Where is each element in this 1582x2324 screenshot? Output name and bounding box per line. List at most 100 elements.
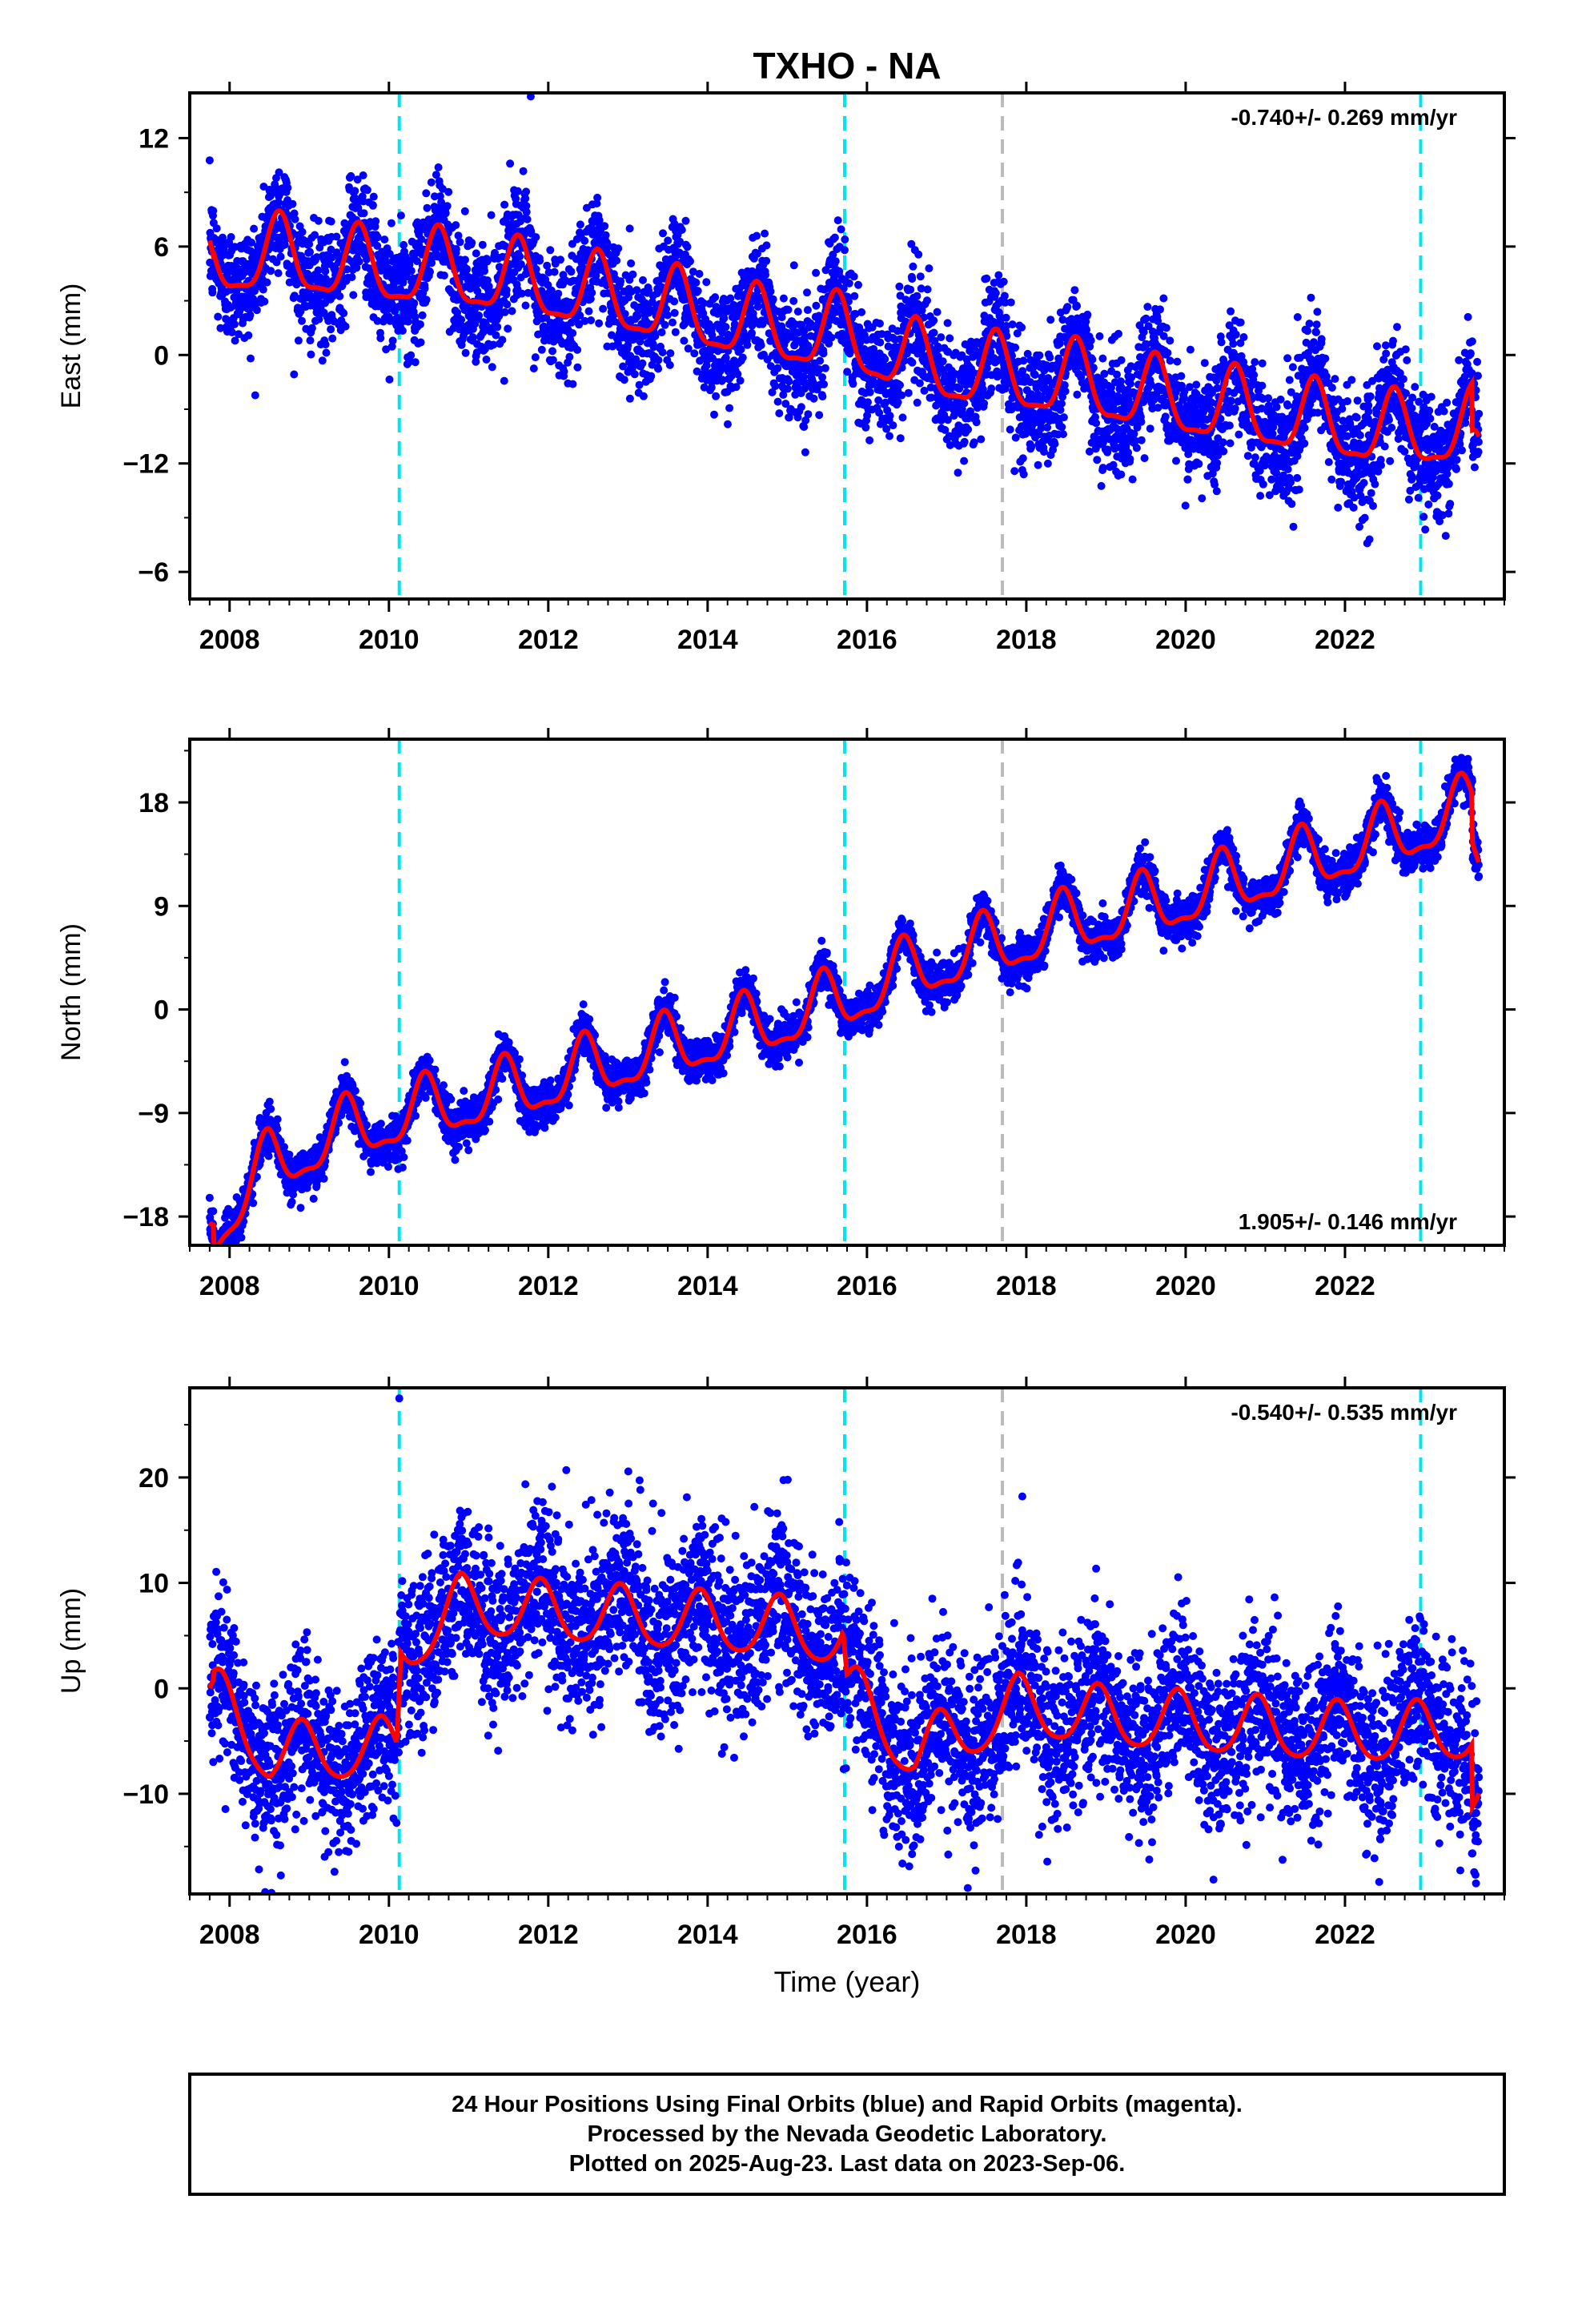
east-point	[1219, 447, 1228, 456]
east-point	[1019, 356, 1028, 365]
east-point	[312, 253, 321, 262]
east-point	[943, 416, 952, 424]
east-point	[1217, 338, 1226, 347]
east-point	[1093, 456, 1102, 464]
east-point	[821, 364, 829, 372]
east-point	[260, 297, 269, 306]
east-point	[865, 388, 874, 396]
east-point	[658, 348, 667, 356]
east-point	[1374, 467, 1383, 476]
east-point	[625, 224, 634, 233]
east-point	[665, 360, 674, 369]
east-point	[504, 324, 512, 333]
east-point	[335, 292, 344, 300]
east-point	[1059, 413, 1068, 422]
east-point	[1002, 322, 1010, 330]
east-point	[584, 307, 593, 316]
east-point	[777, 313, 786, 322]
east-point	[860, 345, 869, 353]
east-point	[314, 266, 323, 275]
east-point	[1334, 503, 1343, 512]
east-point	[1126, 455, 1134, 464]
east-point	[1321, 354, 1330, 363]
east-point	[380, 235, 389, 244]
east-point	[812, 301, 821, 310]
east-point	[1208, 469, 1217, 478]
east-point	[793, 413, 802, 422]
east-point	[343, 265, 351, 274]
east-point	[885, 432, 893, 440]
east-point	[1140, 454, 1149, 463]
east-point	[638, 359, 647, 368]
east-point	[711, 293, 720, 302]
east-point	[743, 340, 752, 349]
east-point	[917, 306, 926, 315]
east-point	[1272, 403, 1281, 412]
east-point	[1103, 445, 1112, 454]
east-point	[480, 267, 489, 275]
east-point	[721, 323, 730, 332]
east-point	[843, 368, 852, 376]
east-point	[1137, 417, 1146, 426]
east-point	[522, 187, 531, 196]
east-point	[1279, 471, 1287, 480]
east-point	[923, 285, 932, 294]
east-point	[294, 336, 303, 345]
east-point	[214, 312, 223, 321]
east-point	[1002, 313, 1010, 322]
east-point	[1225, 421, 1234, 430]
east-point	[461, 348, 470, 357]
east-point	[456, 238, 464, 247]
east-point	[468, 333, 477, 342]
east-point	[1088, 355, 1097, 364]
east-point	[681, 216, 690, 225]
east-point	[649, 343, 658, 352]
east-point	[548, 347, 556, 356]
east-point	[829, 251, 837, 259]
east-point	[399, 278, 408, 287]
east-point	[726, 294, 735, 303]
east-point	[785, 377, 793, 386]
east-point	[779, 294, 788, 303]
east-point	[212, 224, 221, 233]
east-point	[799, 372, 808, 381]
east-point	[1257, 404, 1266, 413]
east-point	[793, 308, 802, 316]
east-point	[925, 264, 934, 273]
east-point	[1061, 387, 1070, 396]
east-point	[532, 233, 540, 242]
east-point	[1010, 467, 1019, 476]
east-point	[1139, 328, 1148, 336]
east-point	[1356, 492, 1365, 500]
east-point	[314, 216, 323, 225]
east-point	[272, 258, 281, 267]
east-point	[427, 178, 436, 187]
east-point	[1349, 503, 1358, 512]
east-point	[1377, 461, 1385, 469]
east-point	[670, 297, 679, 306]
east-point	[766, 362, 775, 371]
east-point	[489, 340, 498, 349]
east-point	[1086, 342, 1094, 351]
east-point	[753, 249, 761, 258]
east-point	[1268, 429, 1277, 438]
east-point	[1098, 354, 1107, 363]
east-point	[1161, 412, 1170, 421]
east-point	[1343, 397, 1351, 405]
east-point	[1083, 310, 1092, 319]
east-point	[493, 323, 502, 332]
east-point	[896, 380, 904, 389]
east-point	[441, 209, 450, 218]
east-point	[1001, 298, 1010, 307]
east-point	[599, 304, 608, 313]
east-point	[662, 304, 671, 313]
east-point	[1092, 419, 1101, 428]
east-point	[627, 259, 636, 267]
east-point	[1131, 436, 1140, 445]
east-point	[738, 353, 747, 362]
east-point	[1058, 423, 1066, 432]
east-point	[1117, 356, 1126, 364]
east-point	[904, 388, 913, 397]
east-point	[452, 221, 460, 230]
east-point	[809, 394, 818, 403]
